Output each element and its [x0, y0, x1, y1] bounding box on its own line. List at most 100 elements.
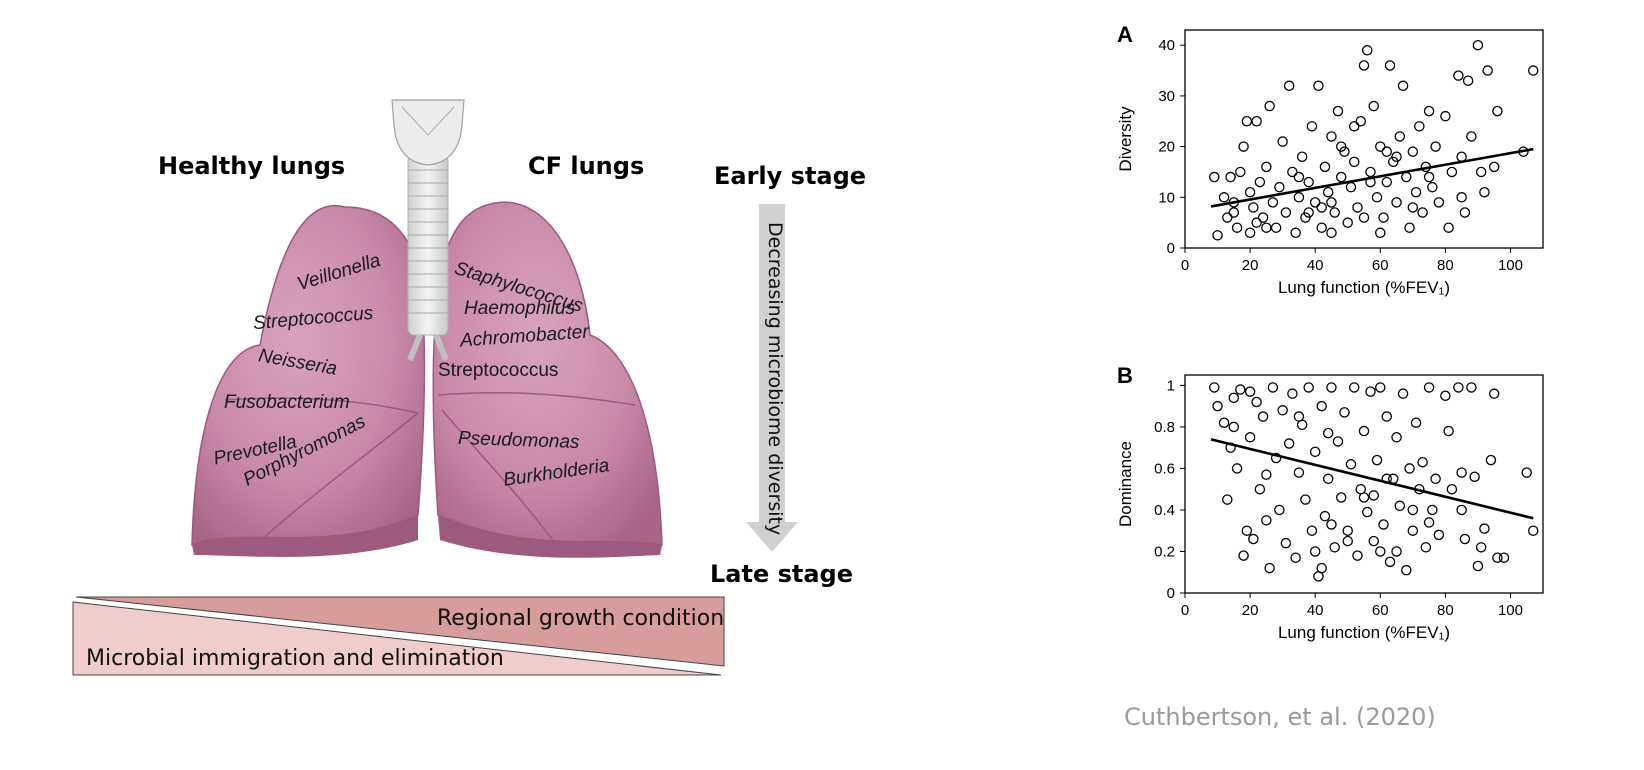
data-point [1475, 166, 1487, 178]
data-point [1300, 494, 1311, 505]
data-point [1287, 388, 1298, 399]
data-point [1326, 227, 1337, 239]
data-point [1280, 207, 1292, 218]
data-point [1423, 105, 1435, 117]
data-point [1270, 222, 1282, 233]
dominance-scatter-chart: 0 20 40 60 80 100 0 0.2 0.4 0.6 0.8 1 Lung function … [1116, 374, 1544, 642]
data-point [1261, 161, 1272, 173]
y-axis-label: Diversity [1116, 106, 1135, 172]
x-tick-label: 100 [1498, 602, 1523, 619]
species-pseudomonas: Pseudomonas [457, 427, 580, 454]
data-point [1375, 546, 1386, 557]
data-point [1235, 384, 1246, 395]
data-point [1306, 121, 1318, 132]
y-tick-label: 20 [1158, 139, 1175, 156]
data-point [1316, 400, 1327, 412]
data-point [1238, 550, 1249, 561]
data-point [1492, 552, 1503, 563]
data-point [1326, 382, 1337, 393]
data-point [1358, 212, 1370, 223]
cf-lungs-heading: CF lungs [528, 152, 645, 180]
data-point [1378, 212, 1389, 223]
data-point [1430, 473, 1441, 485]
species-haemophilus: Haemophilus [464, 298, 575, 319]
data-point [1384, 60, 1396, 71]
data-point [1407, 504, 1419, 516]
data-point [1492, 105, 1503, 117]
regional-growth-label: Regional growth condition [437, 606, 725, 631]
data-point [1290, 552, 1301, 563]
data-point [1348, 121, 1360, 132]
data-point [1433, 529, 1445, 541]
healthy-lungs-heading: Healthy lungs [158, 152, 346, 180]
data-point [1488, 388, 1500, 399]
plot-frame [1184, 29, 1544, 249]
data-point [1407, 146, 1419, 157]
data-point [1261, 469, 1272, 480]
data-point [1397, 80, 1409, 92]
data-point [1391, 546, 1402, 557]
data-point [1248, 202, 1259, 213]
data-point [1527, 65, 1539, 76]
data-point [1244, 186, 1256, 198]
data-point [1456, 467, 1467, 478]
data-point [1459, 207, 1471, 218]
data-point [1335, 171, 1347, 183]
data-point [1378, 519, 1389, 530]
data-point [1209, 171, 1220, 183]
larynx [391, 99, 465, 166]
data-point [1472, 39, 1484, 51]
data-point [1228, 392, 1240, 404]
data-point [1293, 171, 1305, 183]
y-tick-label: 0.6 [1154, 460, 1175, 477]
data-point [1342, 525, 1353, 536]
data-point [1348, 382, 1360, 393]
data-point [1228, 207, 1240, 218]
data-point [1287, 166, 1298, 178]
data-point [1479, 186, 1490, 198]
data-point [1267, 382, 1279, 393]
data-point [1355, 116, 1366, 127]
data-point [1475, 542, 1487, 553]
data-point [1342, 217, 1353, 228]
data-point [1244, 432, 1256, 443]
data-point [1316, 562, 1327, 574]
data-point [1329, 207, 1340, 218]
data-point [1469, 471, 1480, 482]
data-point [1440, 390, 1451, 402]
data-point [1254, 483, 1266, 495]
data-point [1274, 504, 1285, 516]
data-point [1283, 80, 1295, 92]
data-point [1218, 417, 1230, 429]
diversity-arrow [746, 204, 798, 552]
data-point [1498, 552, 1510, 563]
data-point [1394, 500, 1406, 512]
data-point [1306, 525, 1318, 536]
x-tick-label: 80 [1437, 257, 1454, 274]
data-point [1482, 65, 1493, 76]
data-point [1375, 382, 1386, 393]
trachea [407, 154, 449, 336]
data-point [1326, 519, 1337, 530]
data-point [1420, 542, 1432, 553]
data-point [1335, 492, 1347, 503]
data-point [1433, 197, 1445, 208]
data-point [1212, 230, 1223, 241]
data-point [1342, 535, 1353, 547]
data-point [1394, 131, 1406, 142]
data-point [1339, 407, 1350, 418]
data-point [1313, 80, 1324, 92]
species-fusobacterium: Fusobacterium [224, 392, 350, 413]
y-tick-label: 0 [1167, 240, 1175, 257]
data-point [1244, 227, 1256, 239]
data-point [1410, 417, 1422, 429]
data-point [1316, 202, 1327, 213]
data-point [1332, 436, 1344, 447]
data-point [1316, 222, 1327, 233]
data-point [1309, 197, 1321, 208]
data-point [1414, 121, 1425, 132]
x-tick-label: 40 [1307, 257, 1324, 274]
data-point [1384, 556, 1396, 568]
data-point [1293, 192, 1305, 203]
data-point [1358, 425, 1370, 437]
